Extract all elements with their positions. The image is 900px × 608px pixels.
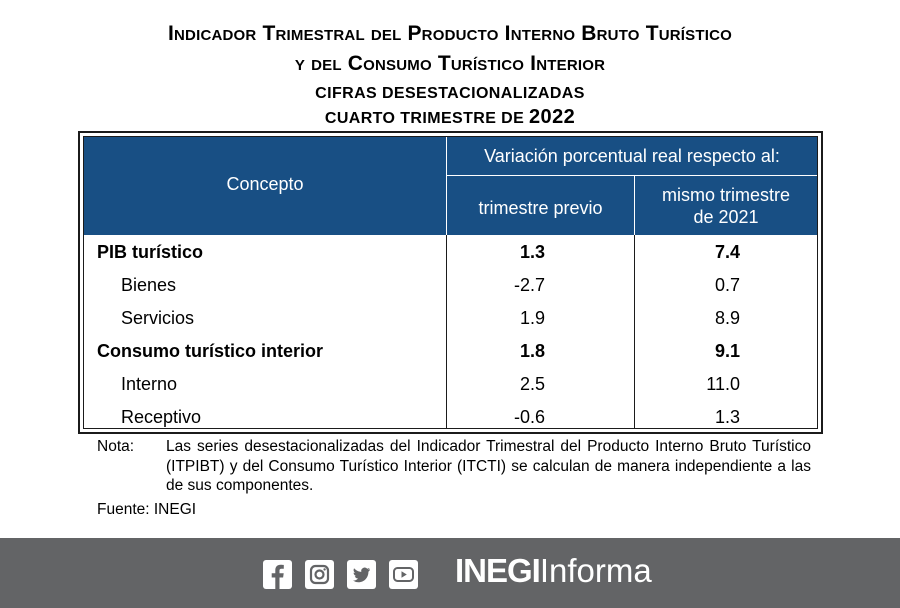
- row-same-quarter-value: 8.9: [714, 308, 740, 328]
- row-same-quarter-value: 1.3: [714, 407, 740, 427]
- row-same-quarter-value: 11.0: [706, 374, 740, 394]
- youtube-icon[interactable]: [389, 560, 418, 589]
- table-row: PIB turístico 1.3 7.4: [84, 236, 817, 268]
- row-previous-quarter-value: 1.8: [519, 341, 545, 361]
- row-same-quarter-value: 0.7: [714, 275, 740, 295]
- table-header: Concepto Variación porcentual real respe…: [84, 137, 817, 235]
- brand-inegi: INEGI: [455, 552, 541, 589]
- footer-bar: INEGIInforma: [0, 538, 900, 608]
- row-previous-quarter-value: 2.5: [519, 374, 545, 394]
- row-concept: Consumo turístico interior: [97, 341, 324, 361]
- report-subtitle: CIFRAS DESESTACIONALIZADAS: [315, 85, 585, 102]
- header-variation-group: Variación porcentual real respecto al:: [484, 145, 780, 166]
- row-same-quarter-value: 7.4: [714, 242, 740, 262]
- row-concept: Servicios: [121, 308, 195, 328]
- table-row: Receptivo -0.6 1.3: [84, 401, 817, 433]
- row-concept: PIB turístico: [97, 242, 204, 262]
- row-concept: Bienes: [121, 275, 177, 295]
- header-same-quarter-line2: de 2021: [693, 206, 759, 227]
- table-row: Interno 2.5 11.0: [84, 368, 817, 400]
- source: Fuente: INEGI: [97, 501, 197, 518]
- header-concept: Concepto: [226, 173, 304, 194]
- header-same-quarter: mismo trimestre de 2021: [635, 176, 817, 235]
- data-table-inner: Concepto Variación porcentual real respe…: [83, 136, 818, 429]
- note-text: Las series desestacionalizadas del Indic…: [166, 438, 811, 494]
- row-concept: Interno: [121, 374, 178, 394]
- report-title-line1: Indicador Trimestral del Producto Intern…: [167, 22, 732, 45]
- period-year: 2022: [529, 106, 576, 128]
- social-links: [263, 560, 418, 589]
- row-same-quarter-value: 9.1: [714, 341, 740, 361]
- table-row: Consumo turístico interior 1.8 9.1: [84, 335, 817, 367]
- row-previous-quarter-value: -0.6: [513, 407, 545, 427]
- instagram-icon[interactable]: [305, 560, 334, 589]
- row-concept: Receptivo: [121, 407, 202, 427]
- brand-informa: Informa: [539, 552, 652, 589]
- report-title-line2: y del Consumo Turístico Interior: [294, 52, 606, 75]
- inegi-informa-logo: INEGIInforma: [455, 552, 652, 590]
- facebook-icon[interactable]: [263, 560, 292, 589]
- header-same-quarter-line1: mismo trimestre: [661, 184, 790, 205]
- data-table: Concepto Variación porcentual real respe…: [78, 131, 823, 434]
- row-previous-quarter-value: -2.7: [513, 275, 545, 295]
- report-period: CUARTO TRIMESTRE DE 2022: [0, 106, 900, 129]
- row-previous-quarter-value: 1.9: [519, 308, 545, 328]
- row-previous-quarter-value: 1.3: [519, 242, 545, 262]
- header-previous-quarter: trimestre previo: [478, 198, 603, 218]
- period-prefix: CUARTO TRIMESTRE DE: [324, 110, 525, 127]
- twitter-icon[interactable]: [347, 560, 376, 589]
- note-label: Nota:: [97, 438, 135, 455]
- table-row: Servicios 1.9 8.9: [84, 302, 817, 334]
- table-row: Bienes -2.7 0.7: [84, 269, 817, 301]
